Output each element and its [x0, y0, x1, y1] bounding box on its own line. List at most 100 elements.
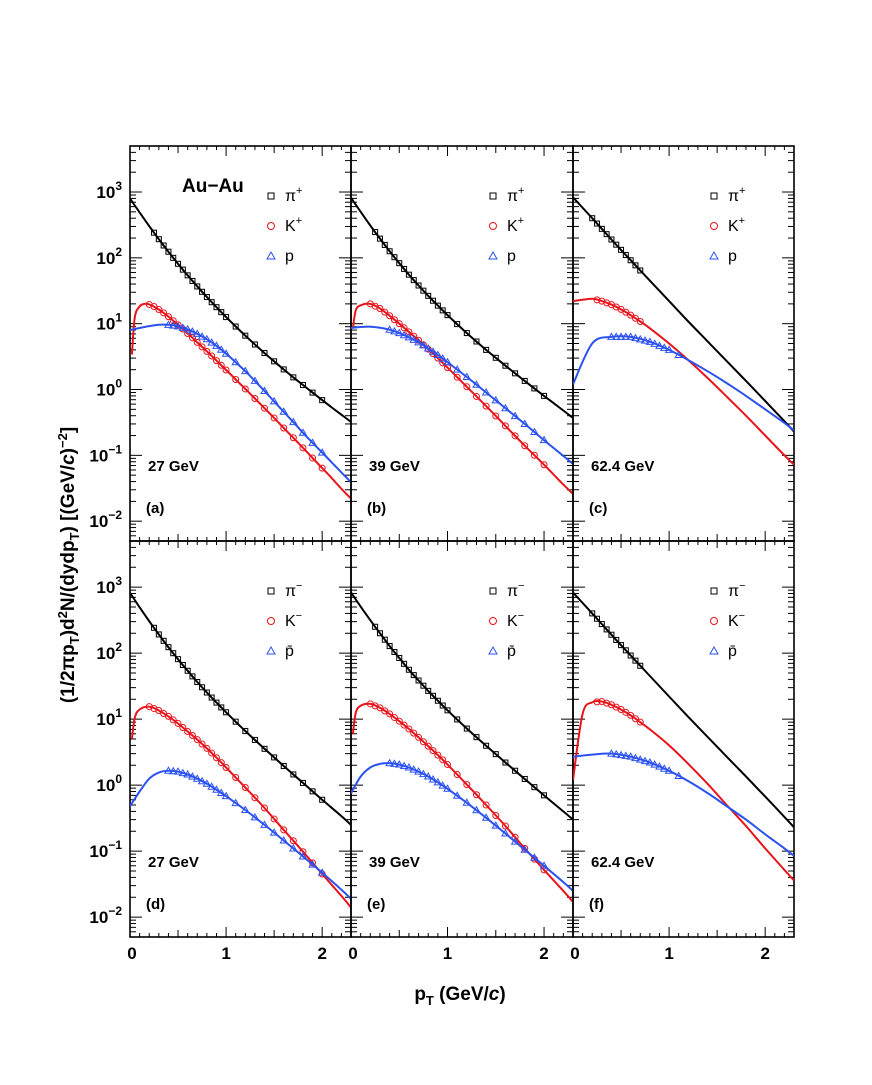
proton-marker — [260, 820, 269, 828]
pion-marker — [454, 321, 461, 328]
x-tick-label: 2 — [317, 944, 326, 963]
proton-marker — [510, 837, 520, 845]
pion-marker — [189, 277, 196, 284]
proton-marker — [462, 372, 472, 380]
kaon-marker — [184, 329, 192, 337]
kaon-marker — [164, 313, 172, 321]
proton-marker — [659, 343, 669, 351]
fit-curve-kaon — [130, 705, 351, 909]
kaon-marker — [511, 833, 519, 841]
proton-marker — [173, 767, 183, 775]
panel-e: 0 1 2 π− K− p̄ 39 GeV (e) — [348, 540, 574, 963]
pion-marker — [261, 745, 268, 752]
pion-marker — [502, 759, 509, 766]
proton-marker — [183, 324, 193, 333]
energy-label: 39 GeV — [369, 458, 420, 475]
kaon-marker — [261, 404, 269, 412]
proton-marker — [664, 766, 674, 774]
kaon-marker — [198, 740, 206, 748]
pion-marker — [401, 265, 408, 272]
pion-marker — [184, 667, 191, 674]
proton-marker — [530, 853, 539, 861]
pion-marker — [439, 702, 446, 709]
pion-marker — [463, 330, 470, 337]
pion-marker — [444, 707, 451, 714]
kaon-marker — [217, 361, 225, 369]
legend-kaon-marker — [710, 222, 718, 230]
proton-marker — [298, 851, 308, 860]
kaon-marker — [405, 328, 413, 336]
proton-marker — [192, 774, 202, 782]
kaon-marker — [270, 414, 278, 422]
pion-marker — [541, 792, 548, 799]
kaon-marker — [155, 306, 163, 314]
pion-marker — [637, 267, 644, 274]
proton-marker — [178, 768, 188, 777]
pion-marker — [434, 302, 441, 309]
pion-marker — [242, 728, 249, 735]
proton-marker — [390, 759, 399, 767]
legend-proton-marker — [488, 645, 498, 655]
proton-marker — [616, 750, 626, 759]
pion-marker — [155, 631, 162, 638]
pion-marker — [410, 277, 417, 284]
proton-marker — [621, 751, 631, 759]
kaon-marker — [318, 464, 326, 472]
pion-marker — [170, 650, 177, 657]
pion-marker — [618, 642, 625, 649]
kaon-marker — [390, 316, 398, 324]
kaon-marker — [415, 733, 423, 741]
panel-frame — [129, 145, 352, 542]
pion-marker — [290, 771, 297, 778]
y-tick-label: 10−2 — [89, 508, 122, 531]
kaon-marker — [472, 791, 480, 799]
pion-marker — [473, 734, 480, 741]
proton-marker — [650, 760, 660, 768]
legend-label: p — [507, 248, 516, 265]
pion-marker — [208, 299, 215, 306]
legend-kaon-marker — [489, 222, 497, 230]
proton-marker — [530, 427, 539, 436]
pion-marker — [261, 350, 268, 357]
fit-curve-kaon — [130, 302, 351, 500]
pion-marker — [627, 652, 634, 659]
kaon-marker — [482, 801, 490, 809]
kaon-marker — [188, 334, 196, 342]
pion-marker — [203, 689, 210, 696]
kaon-marker — [482, 402, 490, 410]
kaon-marker — [434, 751, 442, 759]
pion-marker — [396, 654, 403, 661]
pion-marker — [280, 762, 287, 769]
x-tick-label: 2 — [539, 944, 548, 963]
proton-marker — [607, 332, 616, 340]
kaon-marker — [280, 424, 288, 432]
fit-curve-pion — [351, 197, 573, 419]
kaon-marker — [381, 707, 389, 715]
panel-tag: (c) — [589, 500, 607, 517]
proton-marker — [635, 334, 645, 343]
legend-pion-marker — [710, 587, 718, 595]
proton-marker — [501, 829, 510, 837]
panel-frame — [350, 540, 574, 938]
energy-label: 39 GeV — [369, 854, 420, 871]
legend-label: K+ — [507, 215, 524, 235]
kaon-marker — [419, 738, 427, 746]
x-tick-label: 1 — [221, 944, 230, 963]
pion-marker — [232, 718, 239, 725]
proton-marker — [240, 366, 250, 375]
proton-marker — [168, 766, 178, 775]
kaon-marker — [164, 712, 172, 720]
pion-marker — [218, 704, 225, 711]
legend-label: p̄ — [728, 643, 737, 660]
proton-marker — [650, 339, 660, 347]
y-tick-label: 101 — [96, 706, 122, 729]
pion-marker — [483, 346, 490, 353]
kaon-marker — [424, 742, 432, 750]
pion-marker — [598, 621, 605, 628]
proton-marker — [279, 407, 289, 415]
pion-marker — [608, 631, 615, 638]
pion-marker — [531, 385, 538, 392]
pion-marker — [492, 354, 499, 361]
proton-marker — [462, 798, 472, 806]
pion-marker — [396, 260, 403, 267]
